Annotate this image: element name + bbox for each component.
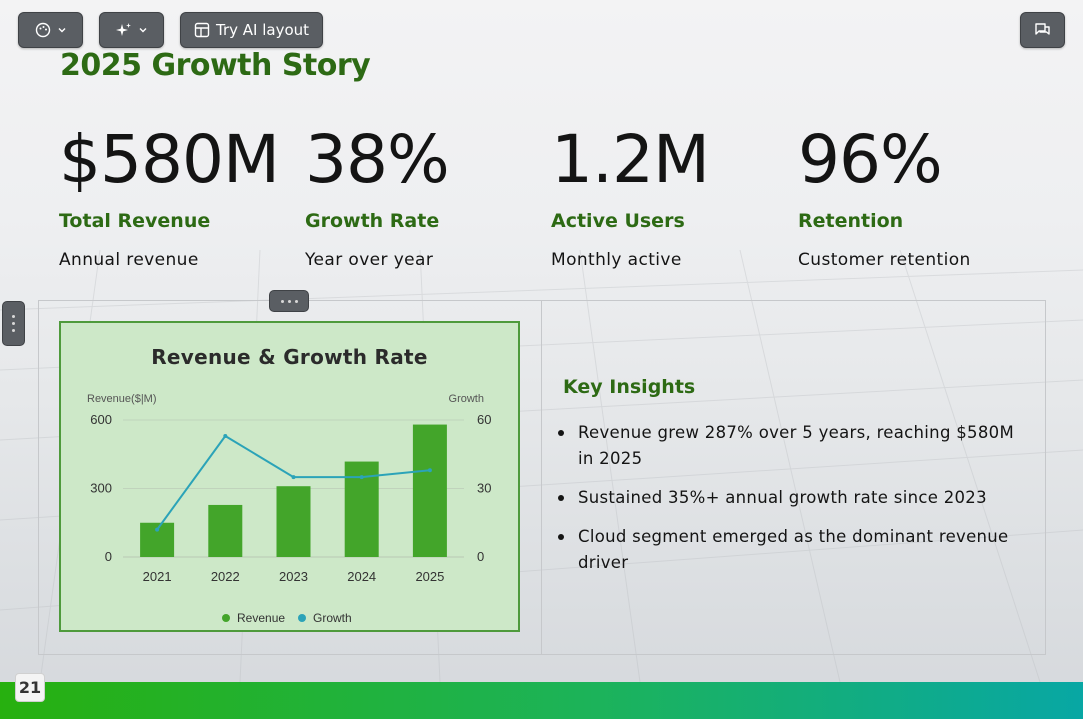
bar-revenue-2023	[276, 486, 311, 557]
slide-title: 2025 Growth Story	[60, 48, 371, 83]
stat-label: Active Users	[551, 210, 685, 232]
revenue-growth-chart: 0 300 600 0 30 60 Revenue($|M) Growth 2021 2022 20…	[87, 393, 491, 625]
insights-list: Revenue grew 287% over 5 years, reaching…	[558, 420, 1028, 589]
list-item: Sustained 35%+ annual growth rate since …	[558, 485, 1028, 511]
stat-retention: 96% Retention Customer retention	[798, 120, 1028, 270]
point-growth-2021	[155, 527, 160, 532]
bar-revenue-2025	[412, 424, 447, 557]
palette-icon	[35, 22, 51, 38]
sparkles-icon	[115, 22, 132, 38]
try-ai-layout-button[interactable]: Try AI layout	[180, 12, 323, 48]
y2-tick-label: 30	[477, 481, 491, 496]
y2-tick-label: 60	[477, 412, 491, 427]
point-growth-2025	[427, 468, 432, 473]
y-tick-label: 600	[90, 412, 112, 427]
block-drag-handle[interactable]	[2, 301, 25, 346]
y2-tick-label: 0	[477, 549, 484, 564]
chart-title: Revenue & Growth Rate	[151, 345, 428, 369]
y-tick-label: 0	[105, 549, 112, 564]
list-item: Cloud segment emerged as the dominant re…	[558, 524, 1028, 576]
stat-subtext: Year over year	[305, 250, 434, 270]
x-tick-label: 2023	[279, 569, 308, 584]
chevron-down-icon	[57, 25, 67, 35]
stat-subtext: Annual revenue	[59, 250, 199, 270]
x-tick-label: 2024	[347, 569, 376, 584]
ai-dropdown-button[interactable]	[99, 12, 164, 48]
comment-icon	[1034, 22, 1051, 38]
legend-swatch-revenue	[222, 614, 230, 622]
theme-dropdown-button[interactable]	[18, 12, 83, 48]
page-number: 21	[15, 673, 45, 702]
legend-label-growth: Growth	[313, 611, 352, 625]
column-drag-handle[interactable]	[269, 290, 309, 312]
stat-value: 96%	[798, 121, 943, 198]
point-growth-2024	[359, 475, 364, 480]
stat-total-revenue: $580M Total Revenue Annual revenue	[59, 120, 289, 270]
content-frame	[38, 300, 1046, 655]
footer-gradient-bar	[0, 682, 1083, 719]
layout-icon	[194, 22, 210, 38]
y-axis-label: Revenue($|M)	[87, 393, 157, 405]
chevron-down-icon	[138, 25, 148, 35]
y2-axis-label: Growth	[449, 393, 484, 405]
stat-value: 1.2M	[551, 121, 710, 198]
stat-growth-rate: 38% Growth Rate Year over year	[305, 120, 535, 270]
stat-label: Retention	[798, 210, 904, 232]
legend-label-revenue: Revenue	[237, 611, 285, 625]
stat-subtext: Customer retention	[798, 250, 971, 270]
x-tick-label: 2022	[211, 569, 240, 584]
stat-value: 38%	[305, 121, 450, 198]
x-tick-label: 2021	[143, 569, 172, 584]
comment-button[interactable]	[1020, 12, 1065, 48]
chart-card[interactable]: Revenue & Growth Rate 0 300 600 0 30 60 Revenu…	[59, 321, 520, 632]
y-tick-label: 300	[90, 481, 112, 496]
stat-label: Total Revenue	[59, 210, 211, 232]
legend-swatch-growth	[298, 614, 306, 622]
column-divider	[541, 300, 542, 655]
stat-label: Growth Rate	[305, 210, 440, 232]
try-ai-layout-label: Try AI layout	[215, 21, 310, 39]
stat-value: $580M	[59, 121, 280, 198]
bar-revenue-2022	[208, 504, 243, 557]
stat-active-users: 1.2M Active Users Monthly active	[551, 120, 781, 270]
point-growth-2023	[291, 475, 296, 480]
list-item: Revenue grew 287% over 5 years, reaching…	[558, 420, 1028, 472]
stat-subtext: Monthly active	[551, 250, 682, 270]
x-tick-label: 2025	[415, 569, 444, 584]
point-growth-2022	[223, 433, 228, 438]
insights-title: Key Insights	[563, 376, 696, 398]
